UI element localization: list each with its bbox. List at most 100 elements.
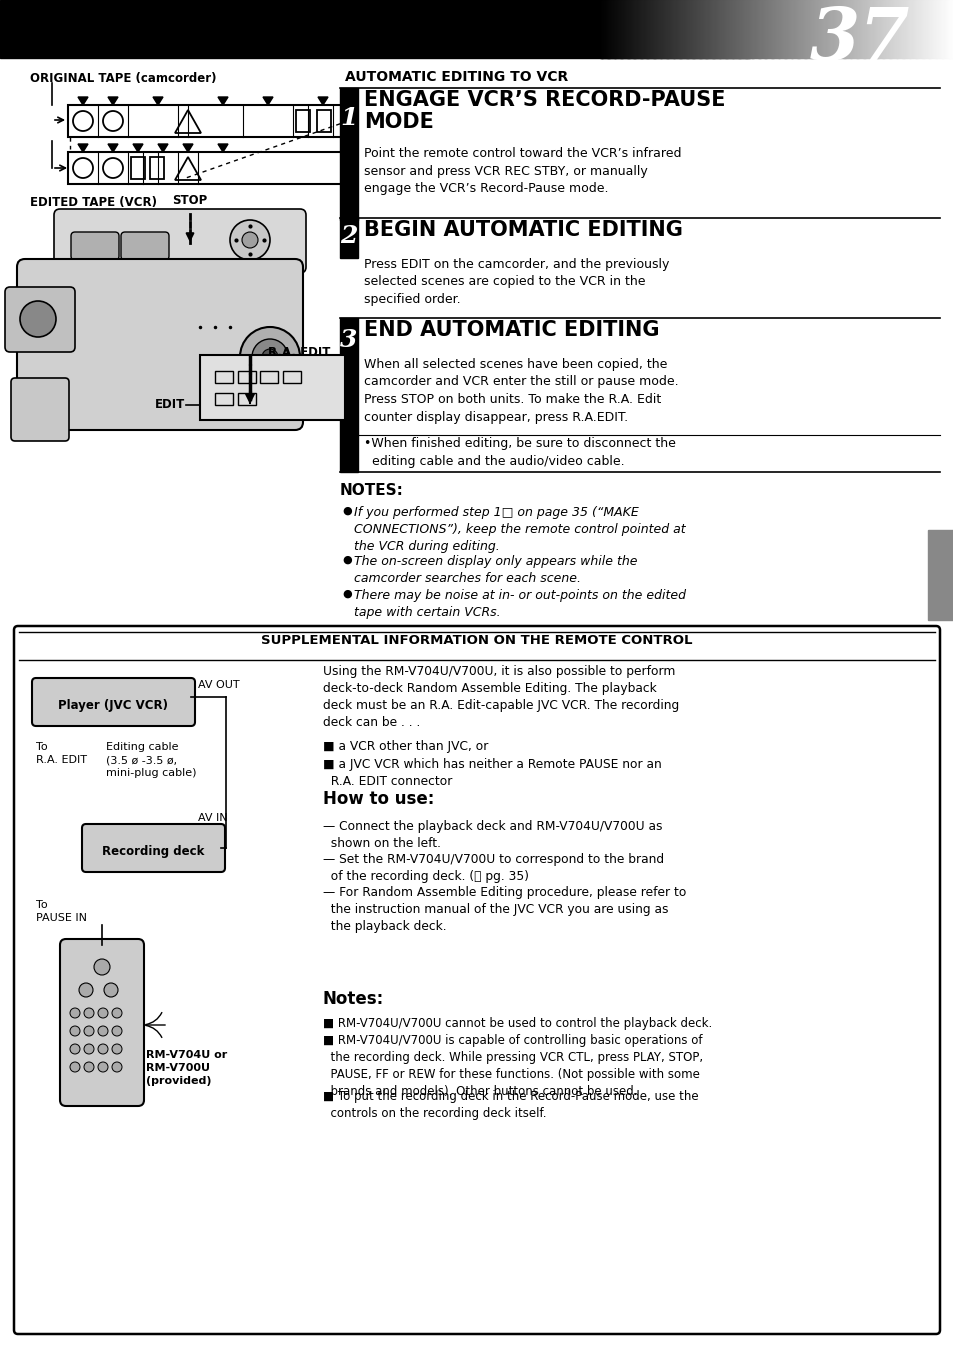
Bar (648, 0, 649, 58)
FancyBboxPatch shape (11, 378, 69, 440)
Bar (660, 0, 662, 58)
Bar (823, 0, 825, 58)
Bar (753, 0, 754, 58)
Bar (827, 0, 828, 58)
Bar (793, 0, 795, 58)
Text: Point the remote control toward the VCR’s infrared
sensor and press VCR REC STBY: Point the remote control toward the VCR’… (364, 146, 680, 195)
Bar (759, 0, 760, 58)
Bar (853, 0, 855, 58)
Bar (808, 0, 810, 58)
FancyBboxPatch shape (17, 259, 303, 430)
Bar (617, 0, 618, 58)
Bar (614, 0, 616, 58)
Text: 2: 2 (340, 224, 357, 248)
Bar (706, 0, 708, 58)
Circle shape (20, 301, 56, 337)
Bar (919, 0, 921, 58)
Bar (918, 0, 920, 58)
Text: ■ To put the recording deck in the Record-Pause mode, use the
  controls on the : ■ To put the recording deck in the Recor… (323, 1089, 698, 1121)
Bar (691, 0, 693, 58)
Bar (935, 0, 937, 58)
Bar (748, 0, 750, 58)
Bar (214, 371, 233, 383)
Bar (683, 0, 685, 58)
Bar (776, 0, 778, 58)
Bar (943, 0, 944, 58)
Bar (890, 0, 892, 58)
Bar (798, 0, 799, 58)
Bar (603, 0, 604, 58)
Circle shape (230, 220, 270, 260)
Bar (740, 0, 742, 58)
Bar (804, 0, 806, 58)
Bar (643, 0, 644, 58)
Bar (611, 0, 613, 58)
Bar (720, 0, 722, 58)
Bar (710, 0, 712, 58)
Bar (694, 0, 696, 58)
Bar (774, 0, 776, 58)
Bar (854, 0, 856, 58)
Bar (744, 0, 746, 58)
Polygon shape (218, 144, 228, 152)
Text: — Connect the playback deck and RM-V704U/V700U as
  shown on the left.: — Connect the playback deck and RM-V704U… (323, 820, 661, 850)
Bar (623, 0, 624, 58)
Bar (0, 0, 749, 58)
Text: — For Random Assemble Editing procedure, please refer to
  the instruction manua: — For Random Assemble Editing procedure,… (323, 886, 685, 934)
Circle shape (98, 1026, 108, 1037)
Bar (783, 0, 785, 58)
Bar (649, 0, 651, 58)
Bar (665, 0, 667, 58)
Bar (832, 0, 833, 58)
Bar (815, 0, 817, 58)
Bar (840, 0, 841, 58)
Text: ■ RM-V704U/V700U is capable of controlling basic operations of
  the recording d: ■ RM-V704U/V700U is capable of controlli… (323, 1034, 702, 1098)
Bar (949, 0, 951, 58)
Bar (825, 0, 827, 58)
Bar (68, 104, 348, 137)
Bar (600, 0, 602, 58)
Text: — Set the RM-V704U/V700U to correspond to the brand
  of the recording deck. (⭜ : — Set the RM-V704U/V700U to correspond t… (323, 854, 663, 883)
Circle shape (112, 1062, 122, 1072)
Circle shape (242, 232, 257, 248)
Bar (788, 0, 790, 58)
Bar (237, 393, 255, 405)
Bar (704, 0, 706, 58)
Text: ●: ● (341, 556, 352, 565)
Circle shape (84, 1008, 94, 1018)
Bar (794, 0, 796, 58)
Bar (900, 0, 902, 58)
Text: ENGAGE VCR’S RECORD-PAUSE
MODE: ENGAGE VCR’S RECORD-PAUSE MODE (364, 89, 724, 131)
Bar (887, 0, 888, 58)
Bar (932, 0, 933, 58)
Bar (720, 0, 721, 58)
Bar (893, 0, 895, 58)
Bar (838, 0, 840, 58)
Bar (769, 0, 771, 58)
Polygon shape (263, 98, 273, 104)
Bar (795, 0, 797, 58)
Bar (659, 0, 660, 58)
Bar (339, 318, 357, 472)
Circle shape (84, 1026, 94, 1037)
Bar (859, 0, 861, 58)
FancyBboxPatch shape (82, 824, 225, 873)
Bar (842, 0, 843, 58)
Bar (930, 0, 932, 58)
Bar (884, 0, 886, 58)
Bar (668, 0, 669, 58)
Bar (892, 0, 893, 58)
Bar (762, 0, 763, 58)
Bar (619, 0, 621, 58)
Bar (834, 0, 836, 58)
Bar (624, 0, 626, 58)
Bar (237, 371, 255, 383)
Bar (742, 0, 743, 58)
Bar (924, 0, 926, 58)
Bar (747, 0, 748, 58)
Bar (625, 0, 627, 58)
Bar (723, 0, 725, 58)
Bar (131, 157, 145, 179)
Bar (725, 0, 727, 58)
Bar (718, 0, 719, 58)
